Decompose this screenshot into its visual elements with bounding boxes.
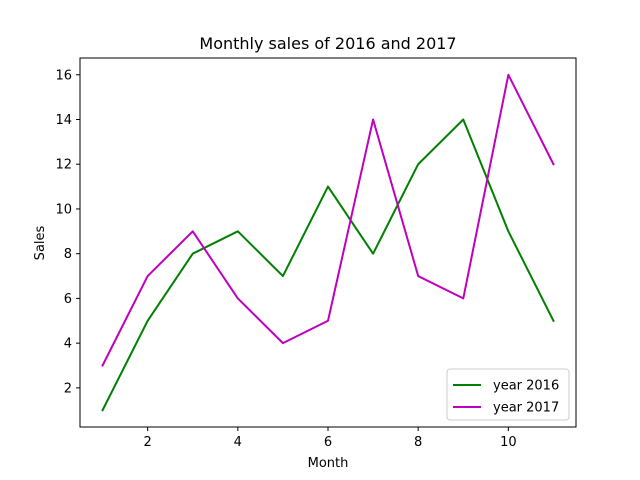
chart-title: Monthly sales of 2016 and 2017 (199, 34, 456, 53)
y-tick-label: 6 (64, 292, 72, 307)
legend-label-1: year 2016 (493, 379, 559, 394)
x-tick-label: 6 (324, 435, 332, 450)
plot-area: 2 4 6 8 10 2 4 6 8 10 12 14 16 (55, 57, 577, 450)
legend-label-2: year 2017 (493, 401, 559, 416)
x-tick-label: 10 (500, 435, 517, 450)
y-tick-label: 8 (64, 247, 72, 262)
y-tick-label: 4 (64, 337, 72, 352)
y-tick-label: 16 (55, 68, 72, 83)
y-tick-label: 10 (55, 202, 72, 217)
legend: year 2016 year 2017 (446, 368, 570, 421)
x-tick-label: 2 (143, 435, 151, 450)
y-tick-label: 12 (55, 158, 72, 173)
series-line-1 (101, 118, 555, 412)
y-axis-label: Sales (33, 225, 48, 260)
y-tick-label: 14 (55, 113, 72, 128)
y-tick-label: 2 (64, 381, 72, 396)
x-tick-label: 8 (414, 435, 422, 450)
x-axis-label: Month (308, 456, 349, 471)
series-line-2 (101, 73, 555, 367)
x-tick-label: 4 (234, 435, 242, 450)
